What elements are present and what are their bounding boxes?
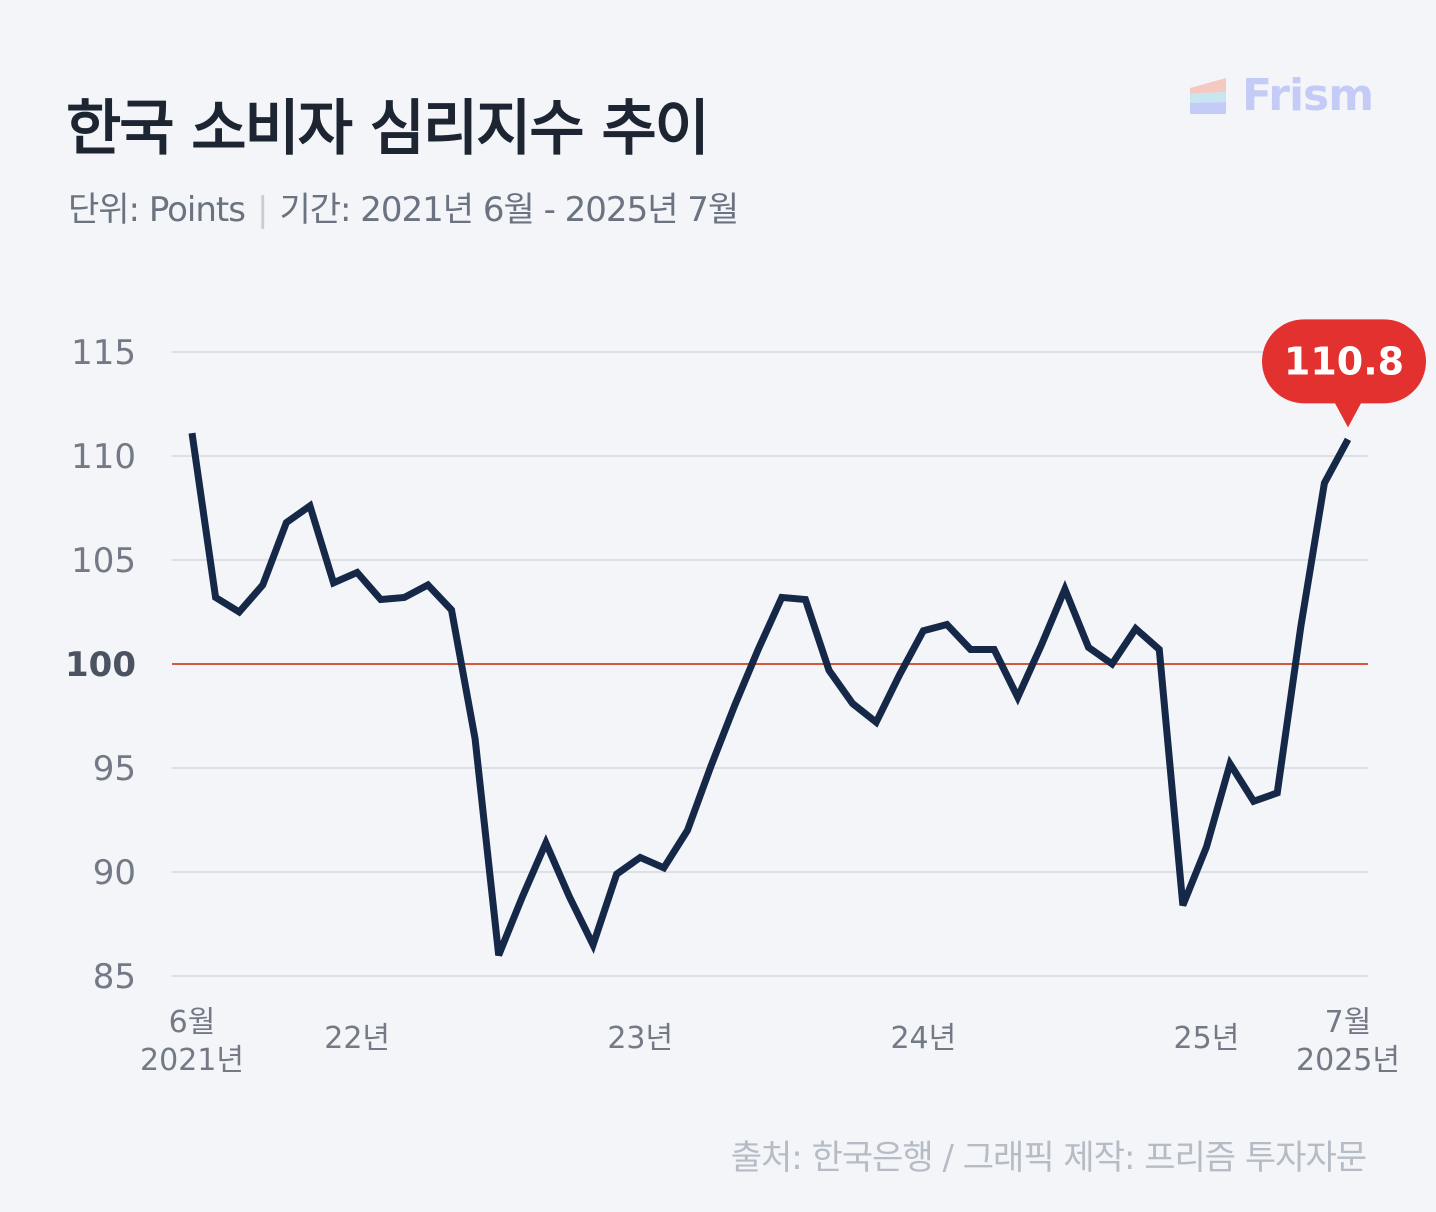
brand-name: Frism xyxy=(1242,70,1374,121)
x-tick-label: 22년 xyxy=(324,1021,390,1056)
annotation-layer: 110.8 xyxy=(1262,319,1426,428)
x-tick-year-label: 2021년 xyxy=(140,1043,244,1078)
y-tick-label: 85 xyxy=(93,957,136,997)
chart-subtitle: 단위: Points | 기간: 2021년 6월 - 2025년 7월 xyxy=(68,182,739,231)
y-tick-label: 100 xyxy=(65,645,136,685)
callout-pointer xyxy=(1334,401,1362,428)
series-line xyxy=(188,432,1352,957)
y-tick-label: 95 xyxy=(93,749,136,789)
x-tick-year-label: 2025년 xyxy=(1296,1043,1400,1078)
brand-logo: Frism xyxy=(1188,70,1374,121)
period-label: 기간: 2021년 6월 - 2025년 7월 xyxy=(279,190,739,230)
y-tick-label: 110 xyxy=(71,437,136,477)
x-tick-label: 7월 xyxy=(1325,1005,1372,1040)
value-callout: 110.8 xyxy=(1262,319,1426,428)
series-layer xyxy=(188,432,1352,957)
x-tick-label: 6월 xyxy=(169,1005,216,1040)
callout-bubble xyxy=(1262,319,1426,404)
x-tick-label: 23년 xyxy=(607,1021,673,1056)
y-tick-label: 115 xyxy=(71,333,136,373)
subtitle-separator: | xyxy=(256,190,269,230)
x-tick-label: 25년 xyxy=(1174,1021,1240,1056)
frism-logo-icon xyxy=(1190,77,1226,114)
y-axis-ticks: 115 110 105 100 95 90 85 xyxy=(65,333,136,997)
page-title: 한국 소비자 심리지수 추이 xyxy=(66,94,710,164)
y-tick-label: 105 xyxy=(71,541,136,581)
y-tick-label: 90 xyxy=(93,853,136,893)
unit-label: 단위: Points xyxy=(68,190,246,230)
callout-label: 110.8 xyxy=(1284,339,1404,383)
source-note: 출처: 한국은행 / 그래픽 제작: 프리즘 투자자문 xyxy=(730,1138,1367,1178)
x-tick-label: 24년 xyxy=(890,1021,956,1056)
